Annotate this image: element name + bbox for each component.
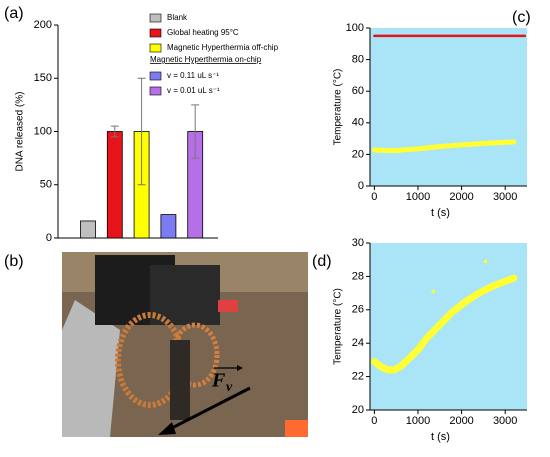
error-bar: [110, 125, 119, 138]
y-tick-label: 0: [358, 180, 364, 192]
legend-label: v = 0.01 uL s⁻¹: [167, 86, 220, 95]
legend-swatch: [149, 86, 162, 96]
y-tick-label: 20: [352, 404, 364, 416]
y-tick-label: 100: [34, 125, 52, 137]
legend-label: v = 0.11 uL s⁻¹: [167, 71, 219, 80]
y-tick-label: 80: [352, 54, 364, 66]
panel-label: (c): [512, 9, 531, 26]
x-tick-label: 2000: [449, 191, 473, 203]
legend-label: Magnetic Hyperthermia off-chip: [167, 43, 279, 52]
x-tick-label: 3000: [493, 191, 517, 203]
y-axis-label: Temperature (°C): [333, 69, 344, 146]
force-subscript: v: [226, 380, 233, 395]
x-tick-label: 0: [371, 415, 377, 427]
force-symbol: F: [211, 370, 226, 392]
y-tick-label: 26: [352, 304, 364, 316]
legend-swatch: [149, 13, 162, 23]
y-axis-label: DNA released (%): [15, 91, 26, 171]
y-axis-label: Temperature (°C): [333, 288, 344, 365]
legend-swatch: [149, 28, 162, 38]
photo: F v: [62, 252, 308, 437]
legend-swatch: [149, 43, 162, 53]
y-tick-label: 30: [352, 237, 364, 249]
y-tick-label: 150: [34, 72, 52, 84]
x-axis-label: t (s): [431, 431, 450, 443]
line: [371, 139, 517, 153]
point: [431, 289, 436, 294]
point: [483, 259, 488, 264]
bar: [80, 220, 96, 239]
panel-label: (d): [312, 253, 332, 270]
error-bar: [191, 104, 200, 159]
bar: [106, 131, 123, 239]
legend-label: Blank: [167, 13, 188, 22]
x-tick-label: 0: [371, 191, 377, 203]
legend-swatch: [149, 71, 162, 81]
legend-subtitle: Magnetic Hyperthermia on-chip: [150, 55, 262, 64]
y-tick-label: 200: [34, 19, 52, 31]
x-tick-label: 3000: [493, 415, 517, 427]
line: [370, 274, 518, 374]
y-tick-label: 24: [352, 337, 364, 349]
x-axis-label: t (s): [431, 207, 450, 219]
plot-background: [370, 28, 527, 186]
y-tick-label: 50: [40, 179, 52, 191]
x-tick-label: 1000: [406, 415, 430, 427]
legend-label: Global heating 95°C: [167, 28, 239, 37]
y-tick-label: 0: [46, 232, 52, 244]
panel-label: (b): [4, 253, 24, 270]
error-bar: [137, 77, 146, 186]
y-tick-label: 28: [352, 270, 364, 282]
panel-label: (a): [4, 5, 24, 22]
y-tick-label: 22: [352, 371, 364, 383]
y-tick-label: 40: [352, 117, 364, 129]
plot-background: [370, 243, 527, 410]
x-tick-label: 1000: [406, 191, 430, 203]
y-tick-label: 20: [352, 148, 364, 160]
y-tick-label: 100: [346, 22, 364, 34]
bar: [160, 214, 177, 239]
y-tick-label: 60: [352, 85, 364, 97]
x-tick-label: 2000: [449, 415, 473, 427]
